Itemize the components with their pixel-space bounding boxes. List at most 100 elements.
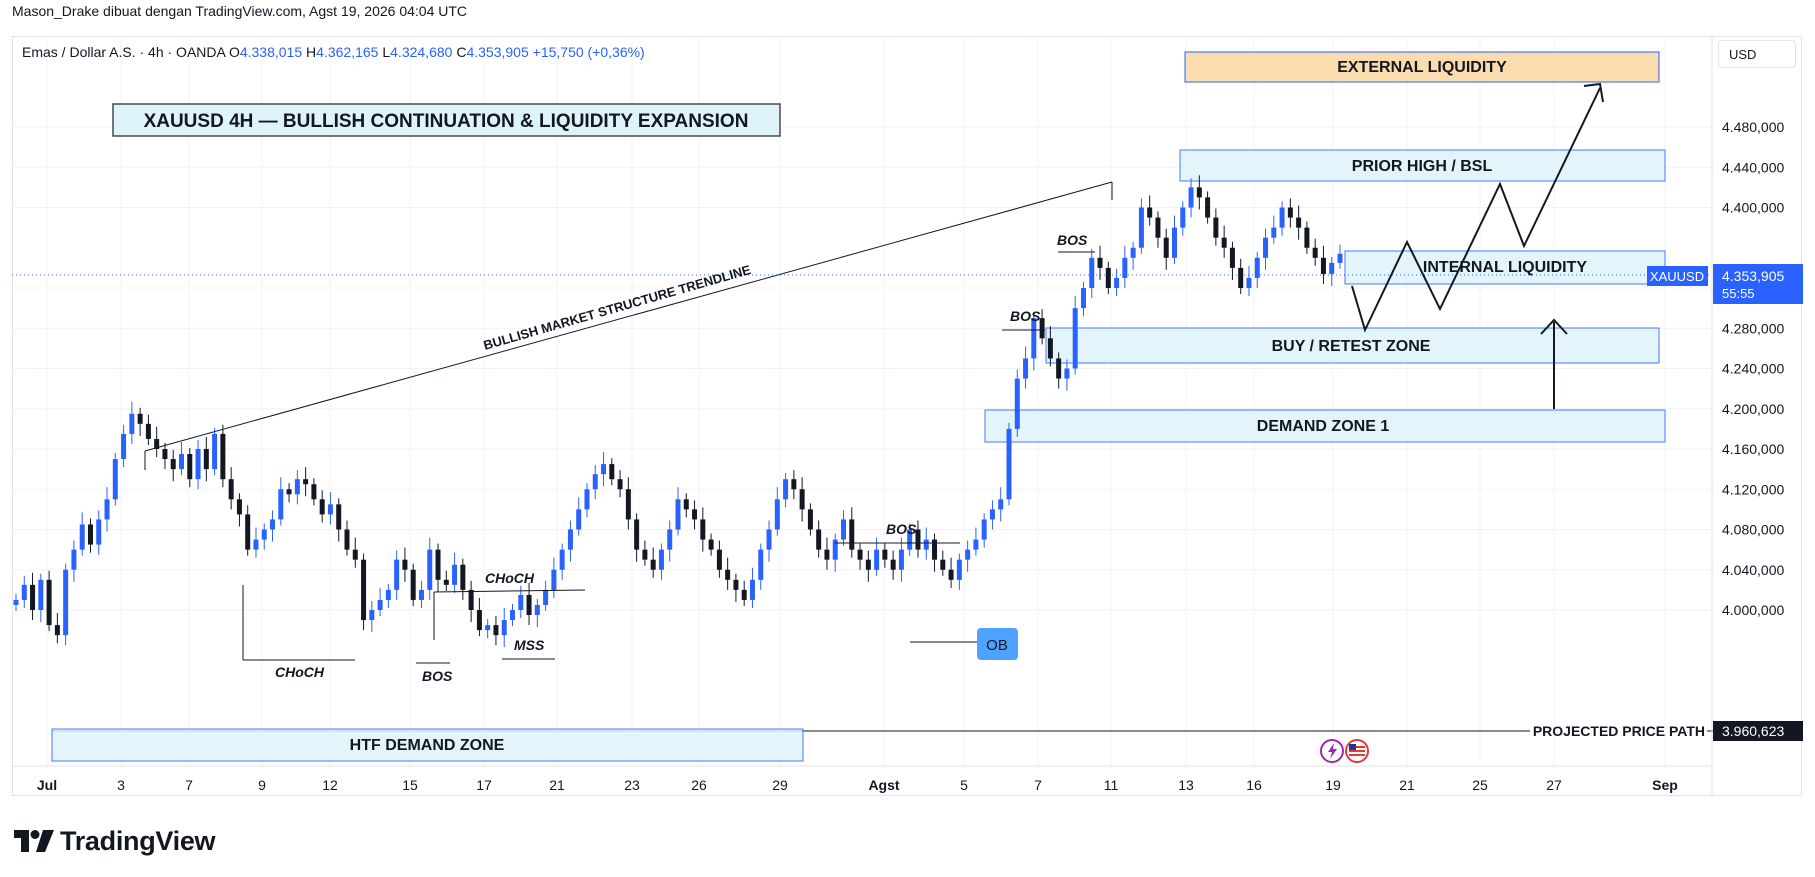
- order-block-badge[interactable]: OB: [977, 628, 1018, 660]
- candle-up: [427, 549, 433, 590]
- candle-up: [898, 549, 904, 570]
- candle-up: [923, 539, 929, 550]
- candle-up: [749, 579, 755, 600]
- time-tick-label: 23: [624, 777, 640, 793]
- candle-up: [179, 454, 184, 470]
- candle-down: [865, 559, 871, 570]
- candle-down: [228, 479, 234, 500]
- time-tick-label: 7: [185, 777, 193, 793]
- candle-up: [63, 569, 69, 636]
- event-icons[interactable]: [1320, 739, 1369, 763]
- buy-retest-label: BUY / RETEST ZONE: [1272, 338, 1431, 355]
- bos-label-3: BOS: [1010, 308, 1041, 324]
- candle-down: [352, 549, 358, 560]
- candle-down: [824, 549, 830, 560]
- candle-down: [46, 579, 52, 626]
- tradingview-logo-icon: [14, 830, 54, 852]
- candle-up: [79, 524, 85, 550]
- candle-up: [841, 519, 846, 540]
- currency-unit-label: USD: [1729, 47, 1757, 62]
- candle-up: [21, 584, 27, 600]
- candle-down: [170, 459, 176, 470]
- candle-up: [1138, 207, 1144, 248]
- candle-down: [932, 539, 938, 560]
- candle-up: [658, 549, 664, 570]
- time-tick-label: Sep: [1652, 777, 1678, 793]
- tradingview-wordmark: TradingView: [60, 825, 216, 856]
- zone-htf-demand[interactable]: HTF DEMAND ZONE: [51, 728, 804, 762]
- candle-up: [559, 549, 565, 570]
- zone-buy-retest[interactable]: BUY / RETEST ZONE: [1045, 327, 1660, 364]
- candle-up: [1329, 262, 1335, 274]
- candle-down: [311, 484, 317, 500]
- zone-internal-liquidity[interactable]: INTERNAL LIQUIDITY: [1344, 250, 1666, 285]
- candle-up: [501, 620, 507, 636]
- candle-up: [973, 539, 979, 550]
- candle-down: [849, 519, 855, 550]
- time-tick-label: 21: [549, 777, 565, 793]
- candle-down: [683, 499, 689, 510]
- attribution-text: Mason_Drake dibuat dengan TradingView.co…: [12, 3, 468, 19]
- chart-frame: [12, 36, 1802, 796]
- candle-up: [1172, 227, 1177, 258]
- price-tick-label: 4.160,000: [1722, 441, 1784, 457]
- candle-down: [1304, 227, 1310, 248]
- candle-up: [71, 549, 77, 570]
- candle-down: [725, 569, 731, 580]
- time-tick-label: 29: [772, 777, 788, 793]
- time-tick-label: Agst: [868, 777, 899, 793]
- zone-external-liquidity[interactable]: EXTERNAL LIQUIDITY: [1184, 51, 1660, 83]
- candle-down: [1213, 217, 1219, 238]
- candle-down: [650, 559, 656, 570]
- candle-up: [766, 529, 772, 550]
- time-tick-label: 12: [322, 777, 338, 793]
- structure-markers: CHoCH BOS CHoCH MSS BOS BOS BOS: [242, 232, 1095, 684]
- time-tick-label: 3: [117, 777, 125, 793]
- candle-down: [236, 499, 242, 515]
- up-arrow-head: [1540, 318, 1568, 335]
- tradingview-logo[interactable]: TradingView: [14, 825, 216, 857]
- price-tick-label: 4.400,000: [1722, 200, 1784, 216]
- candle-down: [716, 549, 722, 570]
- zone-demand-1[interactable]: DEMAND ZONE 1: [984, 409, 1666, 443]
- candle-up: [270, 519, 276, 530]
- trendline-group[interactable]: BULLISH MARKET STRUCTURE TRENDLINE: [144, 181, 1113, 470]
- candle-up: [1006, 428, 1012, 500]
- candle-down: [443, 579, 449, 585]
- projected-path-arrowhead: [1583, 82, 1604, 103]
- candle-down: [203, 449, 209, 470]
- candle-down: [609, 464, 615, 480]
- time-tick-label: Jul: [37, 777, 57, 793]
- chart-grid: [12, 36, 1712, 766]
- price-tag[interactable]: XAUUSD 4.353,905 55:55: [1647, 264, 1803, 304]
- candle-down: [460, 564, 466, 590]
- candle-up: [1279, 207, 1285, 228]
- price-axis[interactable]: 4.480,0004.440,0004.400,0004.320,0004.28…: [1722, 119, 1784, 618]
- candle-down: [1312, 247, 1318, 258]
- projected-path-tag: PROJECTED PRICE PATH 3.960,623: [1533, 721, 1803, 741]
- candle-down: [1196, 187, 1202, 198]
- candle-up: [783, 479, 789, 500]
- currency-unit-button[interactable]: USD: [1718, 40, 1796, 68]
- symbol-name[interactable]: Emas / Dollar A.S. · 4h · OANDA: [22, 44, 226, 60]
- candle-down: [915, 529, 921, 550]
- candle-up: [38, 579, 44, 610]
- candle-up: [1031, 318, 1037, 359]
- choch-label-1: CHoCH: [275, 664, 325, 680]
- candle-down: [344, 529, 350, 550]
- candle-up: [452, 564, 458, 585]
- candle-down: [617, 479, 623, 490]
- time-tick-label: 21: [1399, 777, 1415, 793]
- candle-down: [87, 524, 93, 545]
- candle-up: [13, 599, 19, 605]
- candle-down: [1039, 318, 1045, 339]
- candle-up: [534, 604, 540, 616]
- candle-down: [816, 529, 822, 550]
- candle-down: [187, 454, 193, 480]
- demand1-label: DEMAND ZONE 1: [1257, 418, 1390, 435]
- candle-down: [1155, 217, 1161, 238]
- time-tick-label: 26: [691, 777, 707, 793]
- zone-prior-high[interactable]: PRIOR HIGH / BSL: [1179, 149, 1666, 182]
- time-axis[interactable]: Jul 3 7 9 12 15 17 21 23 26 29 Agst 5 7 11 13 16 19 21 25 27…: [37, 777, 1678, 793]
